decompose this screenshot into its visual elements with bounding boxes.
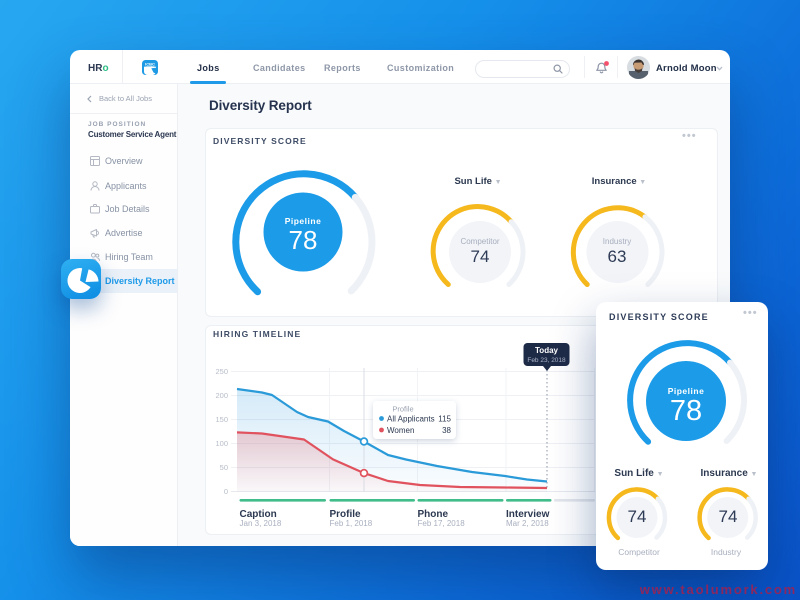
svg-text:100: 100 xyxy=(215,439,228,448)
svg-text:Phone: Phone xyxy=(418,509,449,520)
svg-text:38: 38 xyxy=(442,426,451,435)
svg-text:Caption: Caption xyxy=(240,509,277,520)
svg-text:Jan 3, 2018: Jan 3, 2018 xyxy=(240,519,282,528)
svg-text:Feb 17, 2018: Feb 17, 2018 xyxy=(418,519,466,528)
svg-text:Profile: Profile xyxy=(330,509,362,520)
svg-text:Profile: Profile xyxy=(392,405,413,414)
svg-text:Today: Today xyxy=(535,346,559,355)
svg-text:Women: Women xyxy=(387,426,414,435)
svg-text:0: 0 xyxy=(224,487,228,496)
svg-text:Mar 2, 2018: Mar 2, 2018 xyxy=(506,519,549,528)
svg-text:Feb 1, 2018: Feb 1, 2018 xyxy=(330,519,373,528)
svg-text:150: 150 xyxy=(215,415,228,424)
svg-text:Interview: Interview xyxy=(506,509,550,520)
svg-text:115: 115 xyxy=(438,415,451,424)
svg-text:All Applicants: All Applicants xyxy=(387,415,435,424)
svg-text:ICBC: ICBC xyxy=(145,62,155,67)
svg-text:50: 50 xyxy=(220,463,228,472)
svg-text:Feb 23, 2018: Feb 23, 2018 xyxy=(527,357,566,364)
svg-text:200: 200 xyxy=(215,391,228,400)
svg-text:250: 250 xyxy=(215,367,228,376)
